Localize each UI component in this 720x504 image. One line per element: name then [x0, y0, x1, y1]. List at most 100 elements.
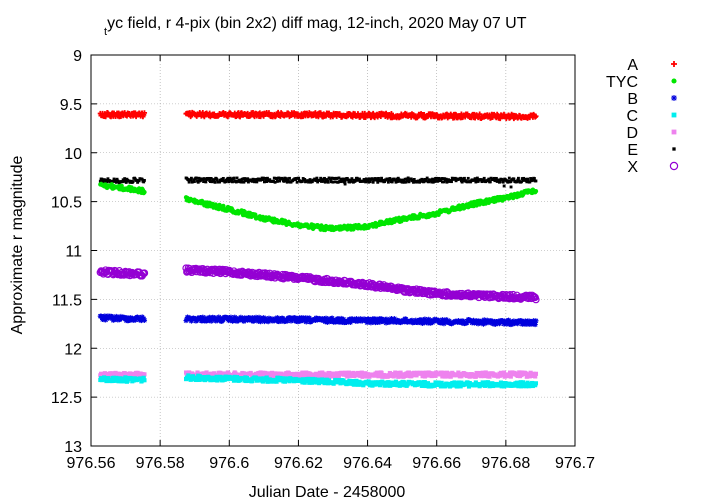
legend-marker-e	[672, 147, 676, 151]
y-tick-label: 10	[64, 146, 82, 163]
point-e	[331, 180, 335, 184]
point-b	[533, 318, 539, 324]
x-tick-label: 976.62	[274, 455, 323, 472]
point-a	[533, 113, 539, 119]
legend-marker-c	[671, 112, 677, 118]
point-x	[140, 269, 149, 277]
point-e	[229, 179, 233, 183]
point-e	[320, 180, 323, 183]
point-d	[396, 374, 401, 379]
point-e	[295, 180, 299, 184]
point-b	[297, 318, 303, 324]
series-c	[98, 373, 539, 389]
point-c	[352, 382, 357, 387]
point-e	[364, 177, 368, 181]
point-b	[340, 316, 347, 322]
point-e	[520, 177, 524, 180]
point-e	[531, 178, 535, 182]
point-e	[191, 180, 195, 184]
x-tick-label: 976.64	[343, 455, 392, 472]
point-e	[462, 179, 466, 183]
point-e	[221, 179, 225, 183]
legend-marker-tyc	[671, 78, 677, 84]
point-e	[404, 180, 408, 184]
point-e	[396, 180, 399, 183]
point-d	[285, 373, 290, 378]
point-e	[226, 176, 230, 180]
point-e	[218, 180, 221, 184]
point-b	[118, 313, 124, 320]
point-e	[265, 180, 269, 184]
point-c	[320, 377, 325, 382]
point-c	[193, 375, 198, 380]
point-e	[101, 180, 105, 183]
point-e	[480, 180, 484, 184]
point-e	[336, 180, 340, 184]
point-x	[532, 295, 540, 304]
point-e	[367, 177, 371, 181]
point-e	[209, 176, 213, 180]
point-b	[208, 318, 214, 324]
point-b	[323, 315, 329, 321]
legend-label-e: E	[627, 142, 638, 159]
point-e	[283, 176, 287, 180]
point-d	[329, 373, 334, 379]
point-e	[350, 177, 354, 181]
point-c	[244, 375, 249, 381]
point-d	[317, 370, 323, 375]
point-e	[285, 180, 289, 184]
point-e	[247, 180, 250, 184]
point-e	[112, 177, 116, 181]
point-b	[391, 316, 398, 322]
point-d	[487, 374, 492, 379]
point-b	[141, 317, 148, 323]
point-e	[232, 176, 236, 180]
point-tyc	[142, 189, 147, 195]
point-e	[379, 179, 383, 183]
point-x	[215, 265, 224, 274]
point-e	[285, 177, 288, 181]
point-e	[111, 179, 115, 183]
point-e	[281, 177, 285, 181]
point-d	[121, 373, 126, 379]
data-points	[96, 109, 540, 389]
x-tick-label: 976.6	[209, 455, 249, 472]
point-e	[340, 177, 344, 181]
point-e	[306, 179, 310, 183]
point-c	[221, 375, 226, 380]
x-tick-label: 976.7	[555, 455, 595, 472]
point-c	[393, 379, 399, 384]
point-e	[461, 177, 465, 181]
x-axis-label: Julian Date - 2458000	[249, 484, 406, 501]
point-c	[523, 384, 529, 389]
point-e	[348, 180, 352, 184]
point-e	[260, 176, 264, 180]
point-d	[117, 371, 122, 377]
point-c	[533, 381, 539, 386]
point-e	[482, 176, 486, 180]
point-e	[284, 179, 288, 182]
point-b	[109, 316, 116, 322]
point-e	[277, 176, 281, 180]
point-b	[435, 317, 442, 323]
point-e	[343, 179, 347, 183]
point-b	[106, 315, 112, 321]
series-tyc	[98, 181, 539, 233]
legend-marker-x	[669, 161, 679, 171]
point-b	[137, 315, 143, 321]
point-b	[128, 315, 134, 321]
point-b	[446, 318, 452, 324]
point-c	[453, 381, 459, 386]
point-e	[303, 178, 307, 181]
point-e	[412, 180, 415, 184]
point-e	[307, 179, 311, 183]
point-c	[234, 375, 240, 380]
point-b	[503, 321, 509, 327]
point-e	[427, 180, 431, 184]
point-e	[122, 179, 126, 183]
point-e	[346, 178, 350, 182]
point-e	[386, 177, 390, 181]
point-d	[393, 373, 399, 378]
point-c	[485, 380, 491, 385]
point-tyc	[533, 189, 539, 194]
